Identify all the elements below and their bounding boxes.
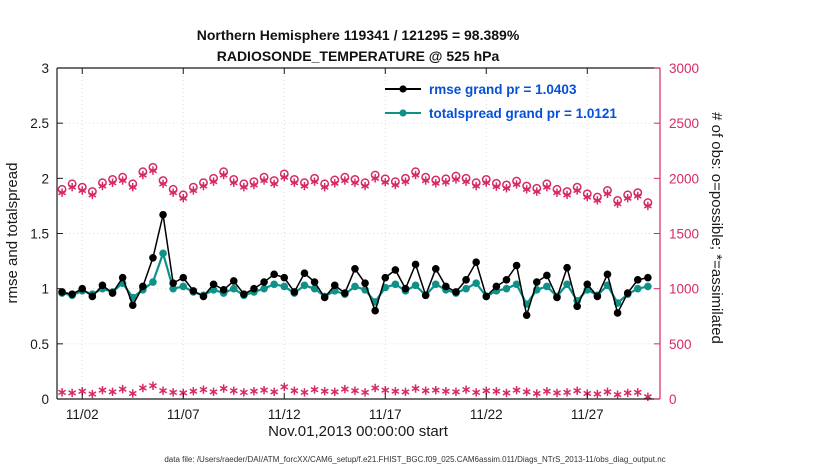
legend-label: rmse grand pr = 1.0403 xyxy=(429,82,577,97)
y-tick-label-left: 1 xyxy=(41,282,49,297)
legend-label: totalspread grand pr = 1.0121 xyxy=(429,106,617,121)
y-tick-label-left: 2 xyxy=(41,171,49,186)
y-tick-label-left: 3 xyxy=(41,61,49,76)
y-tick-label-right: 2000 xyxy=(669,171,699,186)
legend-item: totalspread grand pr = 1.0121 xyxy=(385,106,617,121)
chart-legend: rmse grand pr = 1.0403 totalspread grand … xyxy=(385,82,617,121)
tick-labels: 11/02 11/07 11/12 11/17 11/22 11/27 0 0.5 1 1.5 2 2… xyxy=(30,61,699,422)
y-axis-label-left: rmse and totalspread xyxy=(4,163,21,304)
y-tick-label-right: 3000 xyxy=(669,61,699,76)
series-rmse xyxy=(58,210,652,319)
y-tick-label-right: 0 xyxy=(669,392,677,407)
series-num_obs_assimilated xyxy=(58,166,652,211)
x-tick-label: 11/27 xyxy=(571,407,604,422)
y-tick-label-right: 2500 xyxy=(669,116,699,131)
chart-title-line1: Northern Hemisphere 119341 / 121295 = 98… xyxy=(197,27,520,43)
x-tick-label: 11/17 xyxy=(369,407,402,422)
y-tick-label-left: 0 xyxy=(41,392,49,407)
series-totalspread xyxy=(58,249,652,308)
y-tick-label-left: 2.5 xyxy=(30,116,49,131)
y-tick-label-right: 500 xyxy=(669,337,692,352)
x-tick-label: 11/22 xyxy=(470,407,503,422)
data-file-caption: data file: /Users/raeder/DAI/ATM_forcXX/… xyxy=(164,455,665,464)
axis-ticks xyxy=(57,67,660,400)
x-tick-label: 11/07 xyxy=(167,407,200,422)
y-tick-label-right: 1500 xyxy=(669,227,699,242)
series-num_obs_lower_band xyxy=(58,381,652,401)
y-tick-label-right: 1000 xyxy=(669,282,699,297)
x-tick-label: 11/12 xyxy=(268,407,301,422)
chart-title-line2: RADIOSONDE_TEMPERATURE @ 525 hPa xyxy=(217,48,500,64)
y-tick-label-left: 1.5 xyxy=(30,227,49,242)
y-axis-label-right: # of obs: o=possible; *=assimilated xyxy=(708,112,725,344)
y-tick-label-left: 0.5 xyxy=(30,337,49,352)
legend-item: rmse grand pr = 1.0403 xyxy=(385,82,577,97)
data-series xyxy=(57,162,653,401)
gridlines xyxy=(57,68,660,399)
x-axis-label: Nov.01,2013 00:00:00 start xyxy=(268,423,449,440)
x-tick-label: 11/02 xyxy=(66,407,99,422)
